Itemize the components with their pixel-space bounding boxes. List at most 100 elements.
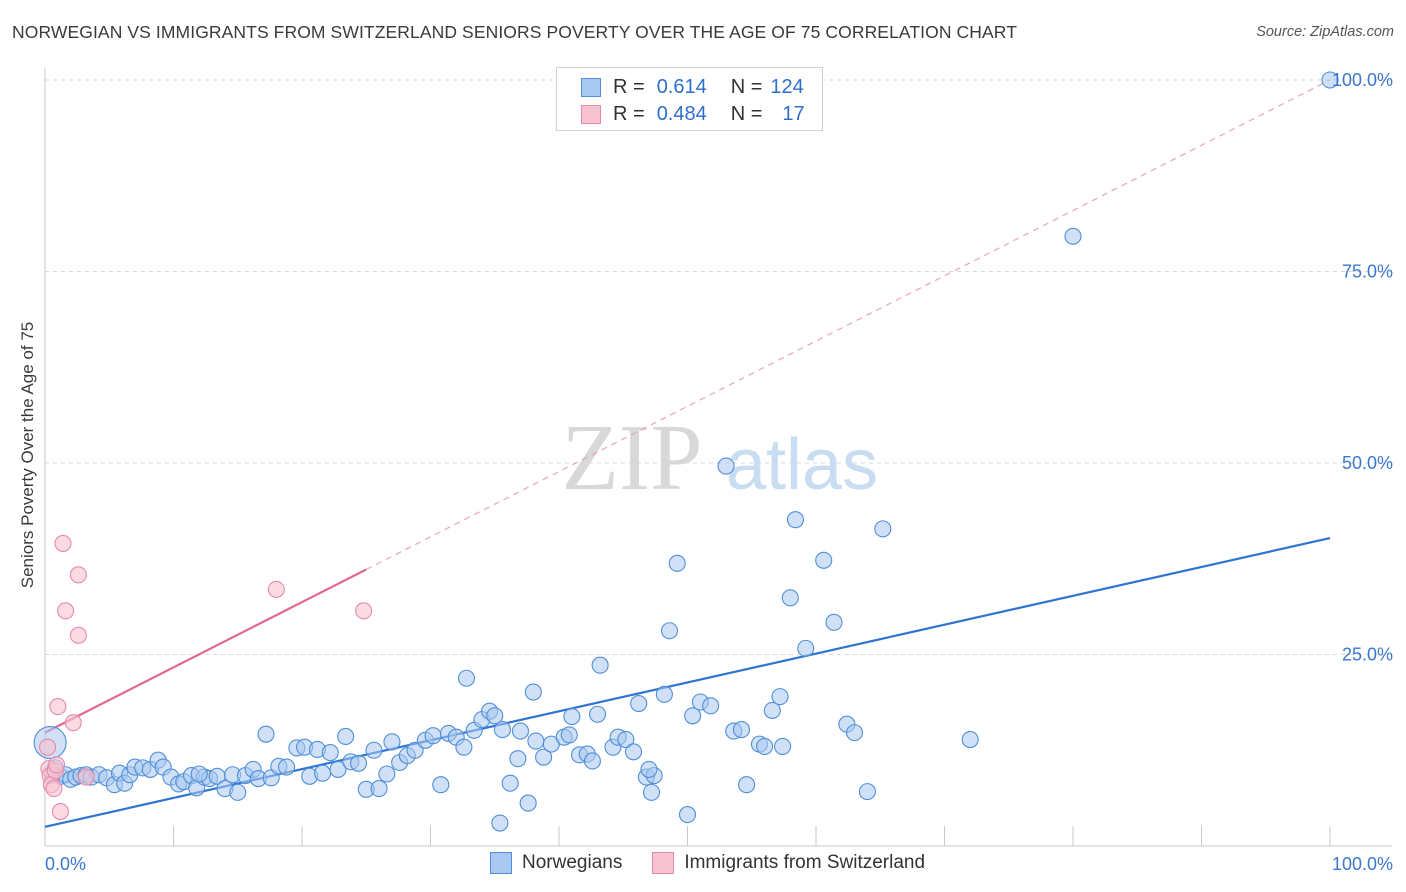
point-swiss — [51, 802, 69, 821]
legend-n-value: 17 — [782, 102, 805, 125]
point-norwegians — [684, 707, 702, 725]
point-norwegians — [424, 727, 442, 745]
point-norwegians — [845, 724, 864, 742]
gridlines — [44, 68, 1392, 847]
source-credit: Source: ZipAtlas.com — [1256, 24, 1394, 40]
tick-labels: 25.0% 50.0% 75.0% 100.0% 0.0% 100.0% — [45, 70, 1393, 874]
y-tick-label: 25.0% — [1342, 645, 1393, 665]
legend-r-label: R = — [613, 102, 645, 125]
legend-label: Norwegians — [522, 852, 623, 873]
watermark: ZIP atlas — [562, 406, 879, 510]
chart-title: NORWEGIAN VS IMMIGRANTS FROM SWITZERLAND… — [12, 22, 1018, 42]
point-norwegians — [642, 783, 661, 801]
point-norwegians — [660, 622, 679, 640]
point-norwegians — [624, 743, 643, 761]
point-swiss — [54, 534, 72, 552]
correlation-legend: R = 0.614 N = 124 R = 0.484 N = 17 — [556, 67, 823, 131]
legend-n-label: N = — [730, 102, 763, 125]
legend-swatch-pink — [581, 104, 601, 124]
point-norwegians — [786, 511, 804, 529]
point-norwegians — [591, 656, 609, 674]
point-norwegians — [617, 730, 635, 749]
point-norwegians — [535, 748, 553, 766]
point-swiss — [49, 698, 67, 716]
point-norwegians — [781, 589, 799, 607]
point-swiss — [69, 566, 87, 584]
point-norwegians — [383, 733, 401, 751]
point-norwegians — [774, 737, 792, 755]
point-norwegians — [732, 721, 751, 739]
point-norwegians — [738, 776, 756, 794]
legend-n-value: 124 — [770, 75, 804, 98]
y-tick-label: 100.0% — [1332, 70, 1393, 90]
point-norwegians — [630, 694, 648, 713]
point-norwegians — [858, 783, 876, 801]
y-tick-label: 50.0% — [1342, 453, 1393, 473]
point-norwegians — [511, 722, 530, 740]
legend-r-value: 0.614 — [656, 75, 707, 98]
point-norwegians — [1064, 227, 1082, 245]
point-norwegians — [874, 520, 892, 538]
x-tick-label: 100.0% — [1332, 854, 1393, 874]
point-norwegians — [406, 741, 424, 759]
point-swiss — [57, 602, 75, 620]
point-norwegians — [588, 705, 607, 723]
legend-label: Immigrants from Switzerland — [684, 852, 926, 873]
point-norwegians — [797, 639, 815, 657]
point-norwegians — [563, 707, 581, 726]
point-norwegians — [702, 697, 720, 715]
legend-r-label: R = — [613, 75, 645, 98]
point-norwegians — [493, 721, 512, 739]
point-norwegians — [370, 779, 388, 798]
x-tick-label: 0.0% — [45, 854, 86, 874]
point-norwegians — [257, 725, 275, 743]
point-norwegians — [278, 758, 296, 776]
legend-row-swiss: R = 0.484 N = 17 — [581, 101, 805, 127]
point-swiss — [64, 714, 82, 732]
point-norwegians — [756, 737, 774, 755]
point-norwegians — [655, 685, 673, 703]
point-norwegians — [961, 730, 979, 749]
point-norwegians — [717, 457, 735, 475]
point-norwegians — [329, 760, 347, 778]
point-norwegians — [825, 613, 843, 631]
point-norwegians — [519, 794, 537, 812]
point-norwegians — [668, 554, 686, 572]
point-swiss — [267, 580, 285, 598]
point-norwegians — [583, 752, 601, 770]
point-norwegians — [321, 743, 339, 762]
trend-line-swiss — [44, 568, 367, 734]
legend-n-label: N = — [730, 75, 763, 98]
point-norwegians — [378, 765, 396, 783]
point-norwegians — [365, 741, 383, 759]
legend-r-value: 0.484 — [656, 102, 707, 125]
point-norwegians — [486, 707, 504, 725]
point-norwegians — [432, 776, 450, 794]
point-swiss — [48, 756, 66, 774]
point-norwegians — [501, 774, 519, 792]
point-norwegians — [314, 764, 332, 782]
point-norwegians — [457, 669, 476, 687]
point-swiss — [355, 602, 373, 620]
point-norwegians — [349, 754, 368, 772]
point-norwegians — [455, 738, 473, 756]
point-swiss — [39, 738, 57, 756]
legend-swatch-blue — [581, 77, 601, 97]
point-swiss — [69, 626, 87, 644]
legend-row-norwegians: R = 0.614 N = 124 — [581, 74, 804, 100]
watermark-zip: ZIP — [562, 406, 703, 510]
point-norwegians — [229, 783, 247, 801]
series-legend: Norwegians Immigrants from Switzerland — [490, 852, 955, 874]
trend-line-norwegians — [44, 536, 1331, 828]
legend-swatch-blue — [490, 852, 512, 874]
point-norwegians — [527, 732, 545, 750]
point-norwegians — [190, 765, 208, 783]
point-norwegians — [771, 688, 789, 706]
point-norwegians — [678, 806, 697, 824]
y-tick-label: 75.0% — [1342, 262, 1393, 282]
legend-swatch-pink — [652, 852, 675, 874]
data-points — [33, 71, 1339, 832]
point-swiss — [45, 779, 63, 798]
watermark-atlas: atlas — [726, 425, 878, 505]
